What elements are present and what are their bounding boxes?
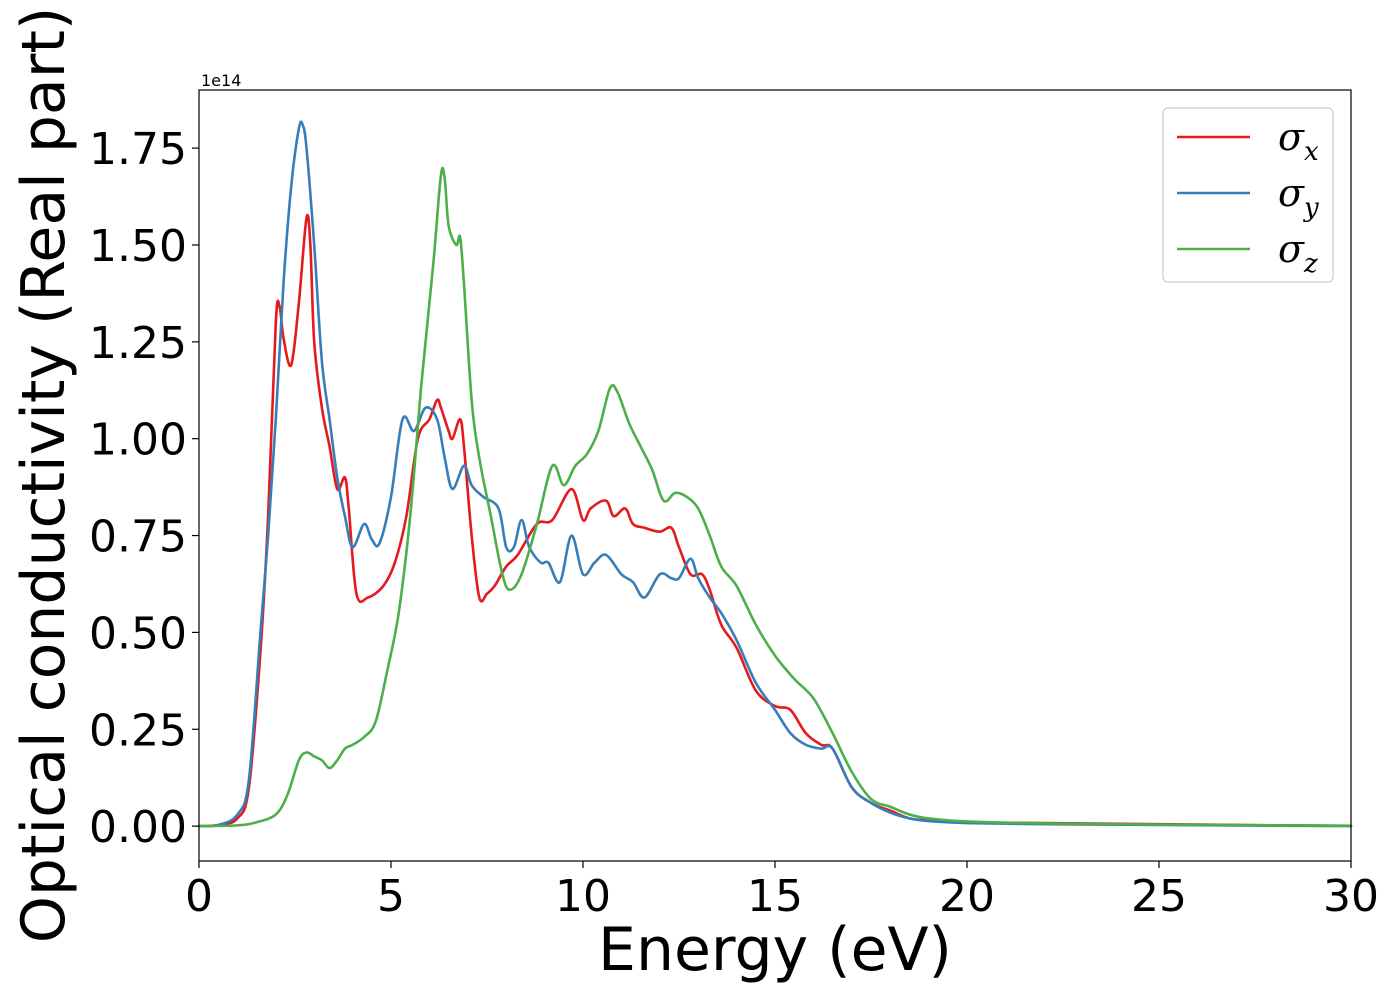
legend-subscript: y xyxy=(1303,193,1319,223)
legend-symbol: σ xyxy=(1278,171,1305,215)
legend-box xyxy=(1162,107,1334,283)
data-lines xyxy=(197,120,1353,828)
y-tick-label: 0.75 xyxy=(89,512,187,563)
y-tick-label: 1.25 xyxy=(89,318,187,369)
y-axis-title: Optical conductivity (Real part) xyxy=(9,7,79,944)
y-tick-label: 1.50 xyxy=(89,221,187,272)
legend-subscript: x xyxy=(1304,137,1319,167)
series-line-z xyxy=(197,166,1353,828)
y-tick-label: 0.50 xyxy=(89,608,187,659)
x-tick-label: 15 xyxy=(747,871,803,922)
x-tick-label: 10 xyxy=(555,871,611,922)
y-axis: 0.00 0.25 0.50 0.75 1.00 1.25 1.50 1.75 xyxy=(89,124,199,853)
legend-label-z: σz xyxy=(1278,227,1318,279)
plot-area xyxy=(199,90,1351,861)
y-tick-label: 1.75 xyxy=(89,124,187,175)
x-tick-label: 5 xyxy=(377,871,405,922)
legend-label-x: σx xyxy=(1278,115,1319,167)
x-tick-label: 0 xyxy=(185,871,213,922)
legend-symbol: σ xyxy=(1278,115,1305,159)
y-tick-label: 0.25 xyxy=(89,705,187,756)
y-tick-label: 0.00 xyxy=(89,802,187,853)
legend-symbol: σ xyxy=(1278,227,1305,271)
series-line-x xyxy=(197,213,1353,828)
x-axis-title: Energy (eV) xyxy=(598,915,952,985)
legend-label-y: σy xyxy=(1278,171,1319,223)
x-tick-label: 20 xyxy=(939,871,995,922)
y-tick-label: 1.00 xyxy=(89,415,187,466)
x-tick-label: 25 xyxy=(1131,871,1187,922)
series-line-y xyxy=(197,120,1353,828)
x-axis: 0 5 10 15 20 25 30 xyxy=(185,861,1379,922)
legend-subscript: z xyxy=(1303,249,1318,279)
x-tick-label: 30 xyxy=(1323,871,1379,922)
y-axis-offset-label: 1e14 xyxy=(201,71,241,90)
